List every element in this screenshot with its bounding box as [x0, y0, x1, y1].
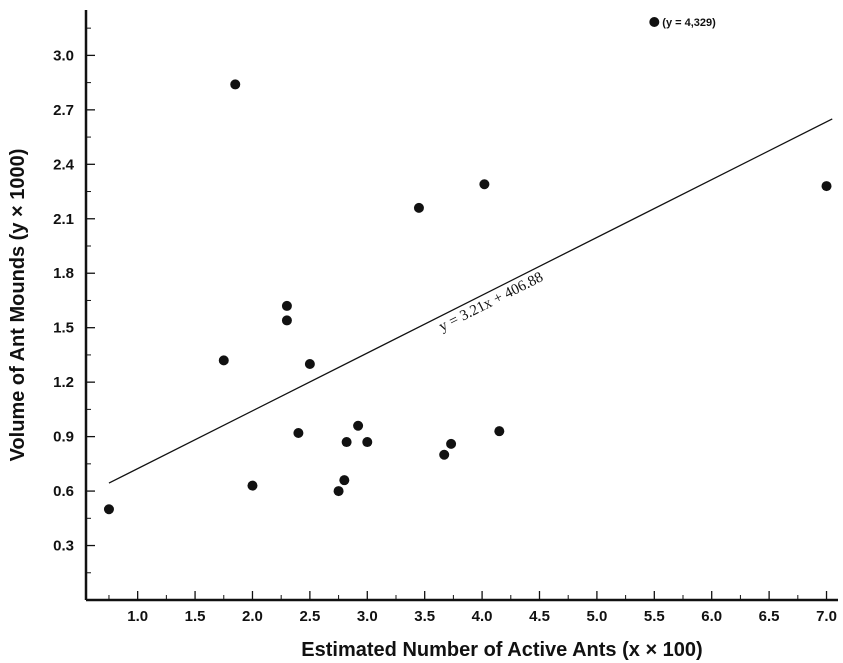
y-tick-label: 0.9: [53, 429, 74, 446]
y-ticks: 0.3 0.6 0.9 1.2 1.5 1.8 2.1 2.4 2.7 3.0: [53, 27, 95, 574]
offscale-point-label: (y = 4,329): [662, 17, 716, 29]
data-point: [821, 181, 832, 192]
data-point: [479, 179, 490, 190]
data-point: [439, 449, 450, 460]
data-point: [103, 504, 114, 515]
x-tick-label: 5.0: [586, 608, 607, 625]
regression-line: [108, 118, 833, 484]
x-tick-label: 3.5: [414, 608, 435, 625]
data-point: [304, 359, 315, 369]
data-point: [333, 486, 344, 497]
data-point: [362, 437, 373, 448]
data-point: [247, 480, 258, 491]
x-tick-label: 4.0: [472, 608, 493, 625]
data-point: [281, 315, 292, 326]
y-tick-label: 1.8: [53, 265, 74, 282]
y-tick-label: 2.4: [53, 156, 75, 173]
y-tick-label: 0.6: [53, 483, 74, 500]
data-points: [103, 79, 832, 515]
x-tick-label: 1.0: [127, 608, 148, 625]
x-tick-label: 5.5: [644, 608, 665, 625]
data-point: [353, 420, 364, 431]
data-point: [446, 438, 457, 449]
x-tick-label: 7.0: [816, 608, 837, 625]
regression-equation-label: y = 3.21x + 406.88: [437, 269, 546, 335]
x-tick-label: 4.5: [529, 608, 550, 625]
data-point: [413, 202, 424, 213]
x-tick-label: 3.0: [357, 608, 378, 625]
x-tick-label: 1.5: [185, 608, 206, 625]
y-tick-label: 1.5: [53, 320, 74, 337]
x-ticks: 1.0 1.5 2.0 2.5 3.0 3.5 4.0 4.5 5.0 5.5 6.0 6.5 7.0: [108, 591, 837, 625]
data-point: [281, 300, 292, 311]
axes: [84, 10, 838, 602]
data-point: [341, 437, 352, 448]
data-point: [339, 475, 350, 486]
y-tick-label: 3.0: [53, 47, 74, 64]
y-tick-label: 0.3: [53, 538, 74, 555]
data-point: [494, 426, 505, 437]
x-tick-label: 2.0: [242, 608, 263, 625]
x-tick-label: 6.0: [701, 608, 722, 625]
data-point: [218, 355, 229, 366]
data-point: [230, 79, 241, 90]
y-tick-label: 2.7: [53, 102, 74, 119]
data-point: [293, 427, 304, 438]
x-tick-label: 6.5: [759, 608, 780, 625]
x-axis-title: Estimated Number of Active Ants (x × 100…: [301, 639, 702, 661]
x-tick-label: 2.5: [299, 608, 320, 625]
offscale-data-point: [649, 17, 660, 27]
y-tick-label: 2.1: [53, 211, 74, 228]
y-tick-label: 1.2: [53, 374, 74, 391]
y-axis-title: Volume of Ant Mounds (y × 1000): [7, 149, 29, 462]
